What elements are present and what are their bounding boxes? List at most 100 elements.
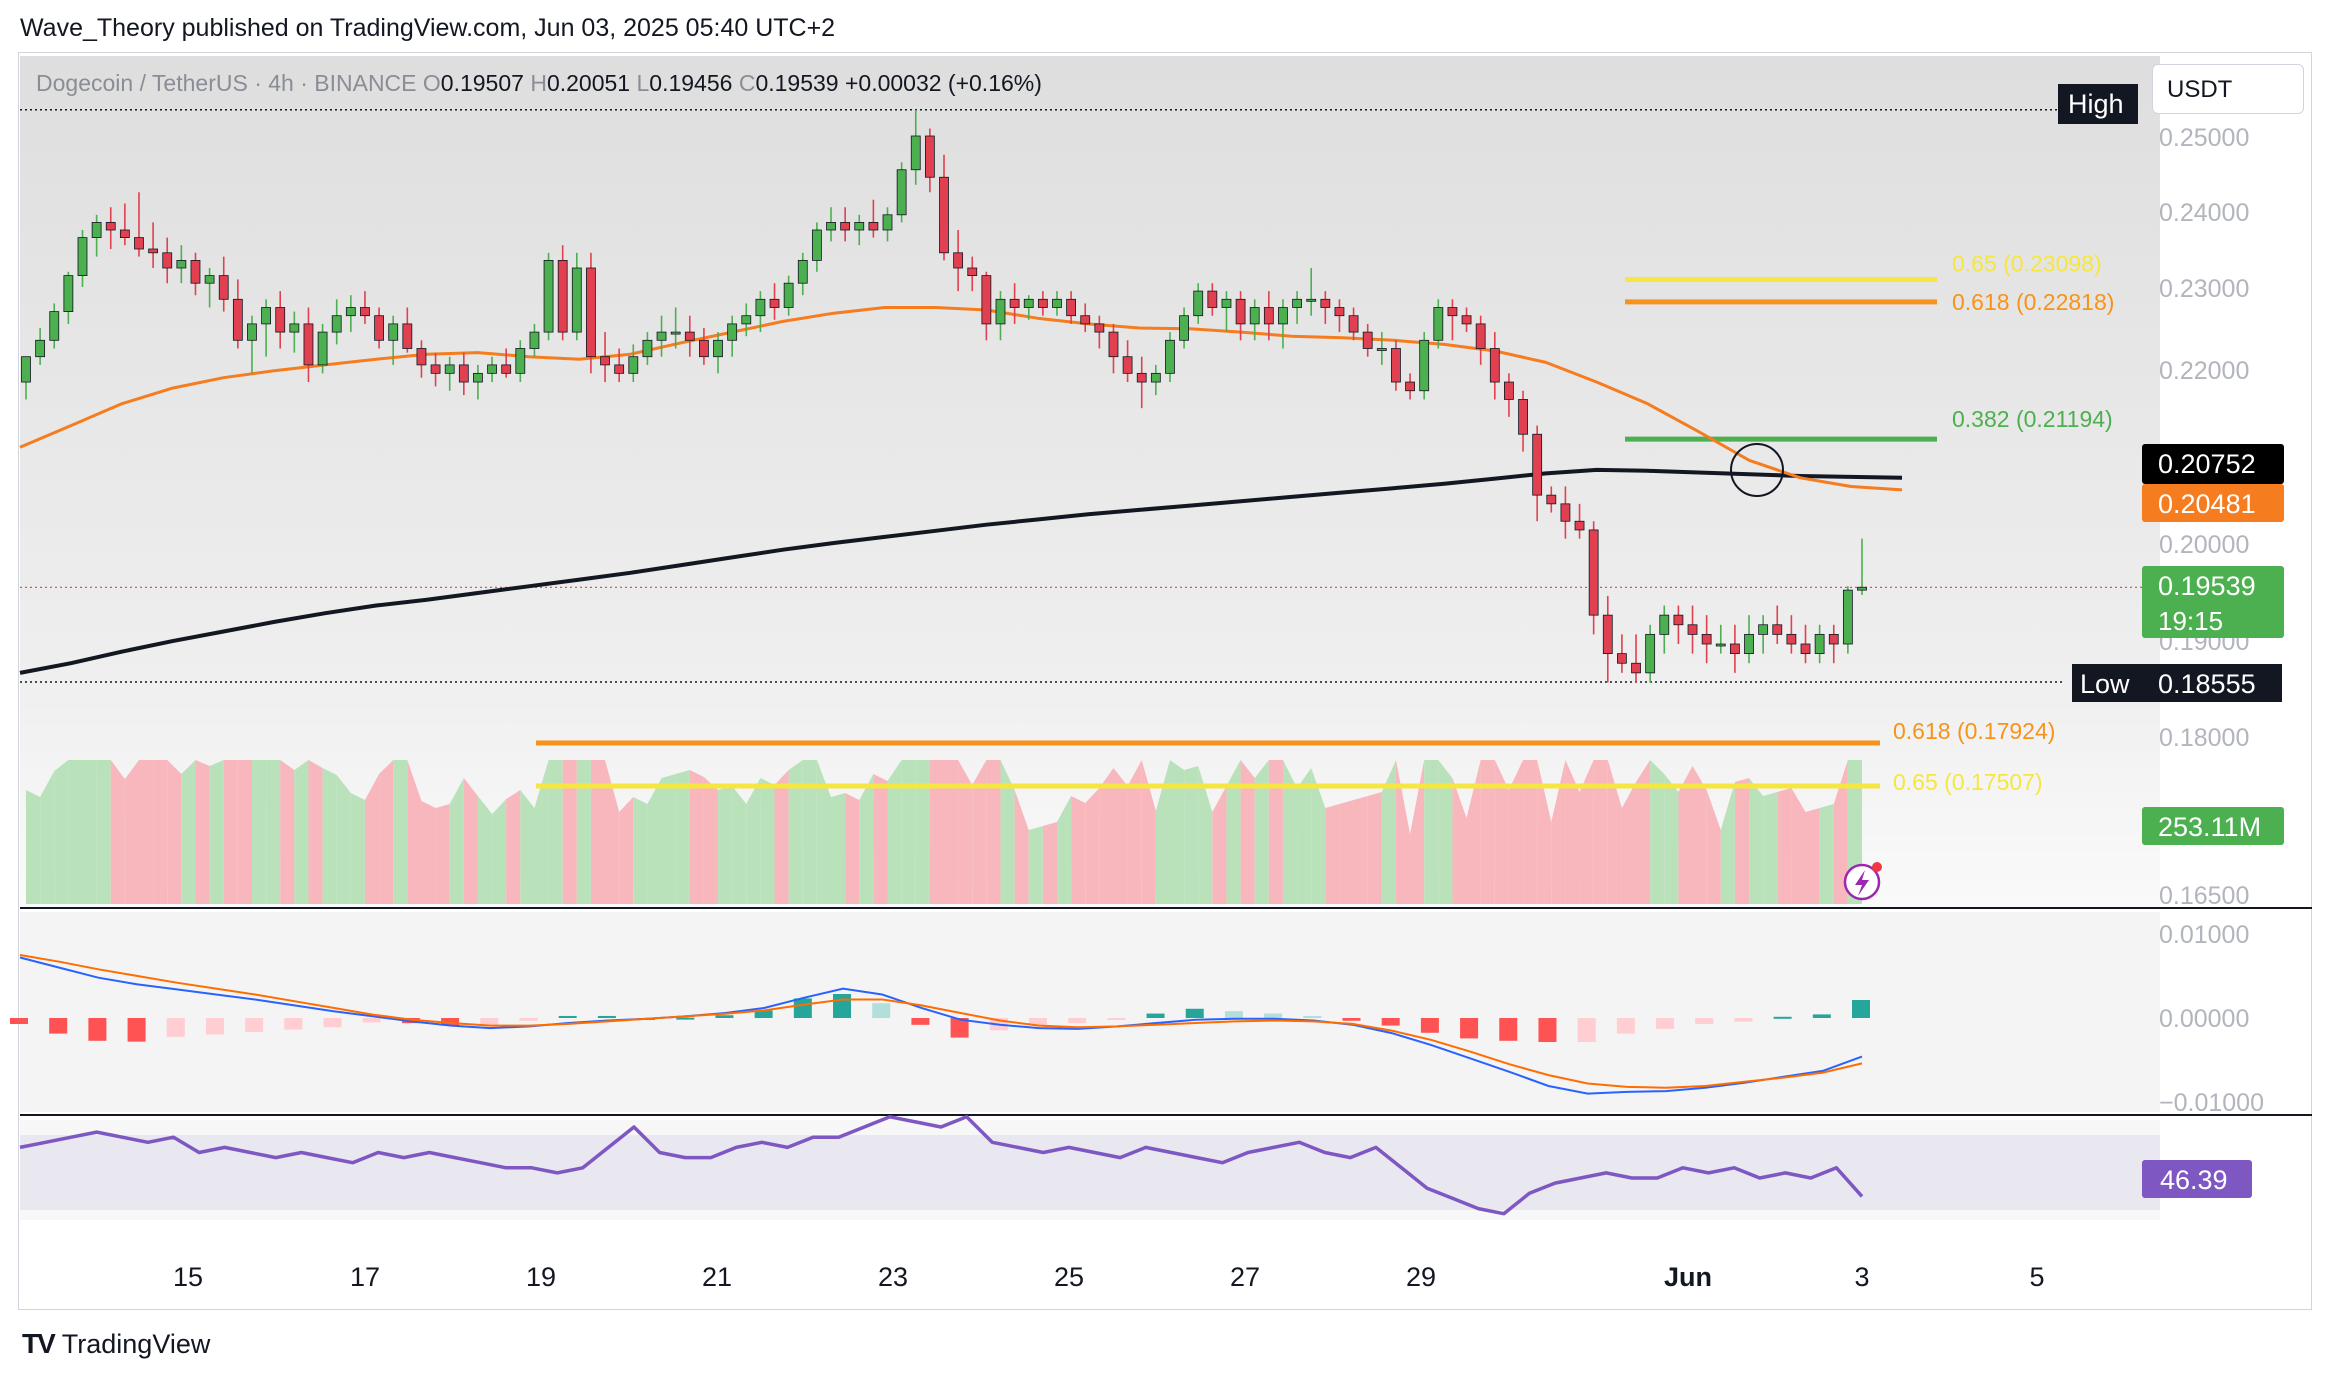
candle-body xyxy=(896,169,907,216)
candle-body xyxy=(882,214,893,231)
volume-segment xyxy=(901,760,916,904)
volume-segment xyxy=(96,760,111,904)
candle-body xyxy=(162,252,173,269)
candle-body xyxy=(487,364,497,374)
macd-tick: 0.00000 xyxy=(2159,1005,2249,1033)
macd-histogram-bar xyxy=(1734,1018,1753,1022)
volume-segment xyxy=(675,770,690,904)
volume-segment xyxy=(1452,778,1467,904)
volume-segment xyxy=(1607,760,1622,904)
candle-body xyxy=(953,252,964,269)
volume-segment xyxy=(732,786,747,904)
volume-segment xyxy=(223,760,238,904)
candle-body xyxy=(1391,348,1401,383)
price-axis-label-bg xyxy=(2142,484,2284,522)
candle-body xyxy=(1659,614,1670,635)
volume-segment xyxy=(195,760,210,904)
macd-histogram-bar xyxy=(1656,1018,1675,1029)
macd-tick: −0.01000 xyxy=(2159,1089,2264,1117)
macd-histogram-bar xyxy=(911,1018,930,1025)
volume-segment xyxy=(1621,782,1637,904)
candle-body xyxy=(331,315,342,333)
macd-histogram-bar xyxy=(519,1018,538,1021)
candle-body xyxy=(501,364,512,374)
macd-histogram-bar xyxy=(1185,1008,1204,1018)
flash-icon-dot xyxy=(1872,862,1882,872)
candle-body xyxy=(190,259,201,284)
candle-body xyxy=(1828,633,1839,645)
candle-body xyxy=(586,267,596,358)
candle-body xyxy=(1475,323,1486,349)
volume-segment xyxy=(393,760,408,904)
x-axis-tick: 21 xyxy=(702,1262,732,1292)
candle-body xyxy=(1687,624,1698,635)
macd-histogram-bar xyxy=(1773,1016,1792,1019)
candle-body xyxy=(811,229,822,261)
candle-body xyxy=(247,323,257,341)
volume-segment xyxy=(1381,760,1396,904)
volume-segment xyxy=(774,770,789,904)
candle-body xyxy=(458,364,469,383)
candle-body xyxy=(1094,323,1105,333)
symbol-name: Dogecoin / TetherUS · 4h · BINANCE xyxy=(36,70,417,96)
fib-level-label: 0.618 (0.17924) xyxy=(1893,718,2055,744)
candle-body xyxy=(21,356,31,383)
candle-body xyxy=(939,176,949,254)
volume-segment xyxy=(407,760,422,904)
candle-body xyxy=(49,311,60,341)
volume-segment xyxy=(1692,766,1707,904)
candle-body xyxy=(656,331,667,341)
volume-segment xyxy=(1268,760,1283,904)
candle-body xyxy=(105,221,116,231)
candle-body xyxy=(826,221,836,231)
price-tick: 0.16500 xyxy=(2159,882,2249,910)
cross-marker-circle xyxy=(1730,443,1784,497)
macd-histogram-bar xyxy=(1381,1018,1400,1026)
candle-body xyxy=(1842,589,1853,645)
volume-segment xyxy=(492,799,507,904)
countdown-label: 19:15 xyxy=(2158,606,2223,636)
candle-body xyxy=(1857,586,1867,591)
candle-body xyxy=(1080,315,1091,325)
volume-segment xyxy=(1636,760,1651,904)
volume-segment xyxy=(802,760,817,904)
volume-segment xyxy=(167,760,182,904)
volume-segment xyxy=(1297,768,1312,904)
volume-segment xyxy=(859,774,874,904)
candle-body xyxy=(91,221,102,238)
candle-body xyxy=(515,348,526,374)
volume-segment xyxy=(1593,760,1608,904)
volume-segment xyxy=(1551,760,1566,904)
candle-body xyxy=(218,275,229,300)
volume-segment xyxy=(1367,792,1382,904)
low-marker-label: Low xyxy=(2080,669,2130,699)
volume-segment xyxy=(110,760,125,904)
candle-body xyxy=(416,348,427,366)
volume-segment xyxy=(929,760,944,904)
volume-segment xyxy=(1438,760,1453,904)
volume-segment xyxy=(266,760,281,904)
volume-segment xyxy=(1395,760,1411,904)
currency-button[interactable]: USDT xyxy=(2152,64,2304,114)
candle-body xyxy=(1136,372,1147,383)
candle-body xyxy=(741,315,752,325)
candle-body xyxy=(1052,298,1062,308)
volume-segment xyxy=(1777,788,1792,904)
candle-body xyxy=(261,307,271,325)
volume-segment xyxy=(760,778,775,904)
candle-body xyxy=(1617,653,1627,664)
volume-segment xyxy=(209,760,224,904)
macd-histogram-bar xyxy=(793,998,812,1018)
volume-segment xyxy=(477,796,493,904)
candle-body xyxy=(797,259,808,284)
volume-segment xyxy=(1240,760,1255,904)
macd-histogram-bar xyxy=(166,1018,185,1037)
volume-segment xyxy=(26,790,41,904)
volume-segment xyxy=(548,760,563,904)
volume-segment xyxy=(1169,760,1185,904)
volume-segment xyxy=(322,768,337,904)
x-axis-tick: 23 xyxy=(878,1262,908,1292)
volume-segment xyxy=(816,760,832,904)
x-axis-tick: 17 xyxy=(350,1262,380,1292)
